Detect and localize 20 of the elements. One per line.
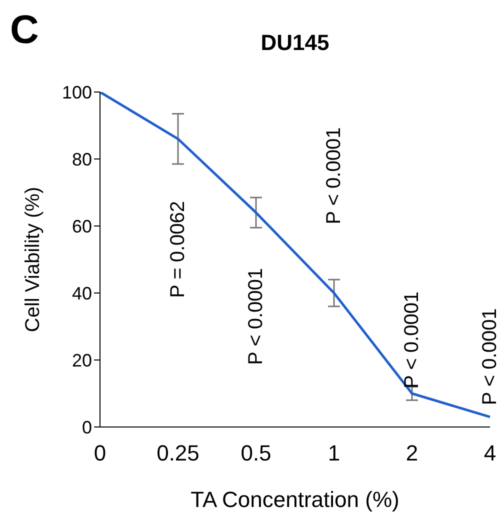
annotation: P < 0.0001	[479, 308, 500, 406]
x-tick-label: 2	[406, 440, 418, 466]
x-tick-label: 0.25	[156, 440, 200, 466]
x-tick-label: 4	[484, 440, 496, 466]
x-tick-label: 0.5	[240, 440, 272, 466]
chart-title: DU145	[260, 30, 330, 56]
annotation: P = 0.0062	[167, 200, 189, 298]
y-tick-label: 0	[82, 417, 92, 438]
annotation: P < 0.0001	[245, 268, 267, 365]
annotation: P < 0.0001	[401, 291, 423, 388]
y-tick-label: 40	[72, 283, 92, 304]
y-tick-label: 20	[72, 350, 92, 370]
annotation: P < 0.0001	[323, 127, 345, 224]
y-axis-title: Cell Viability (%)	[22, 186, 44, 332]
y-tick-label: 100	[62, 82, 92, 102]
y-tick-label: 60	[72, 216, 92, 236]
text: C	[10, 8, 39, 53]
x-tick-label: 1	[328, 440, 340, 466]
y-tick-label: 80	[72, 149, 92, 170]
x-axis-title: TA Concentration (%)	[190, 487, 400, 512]
